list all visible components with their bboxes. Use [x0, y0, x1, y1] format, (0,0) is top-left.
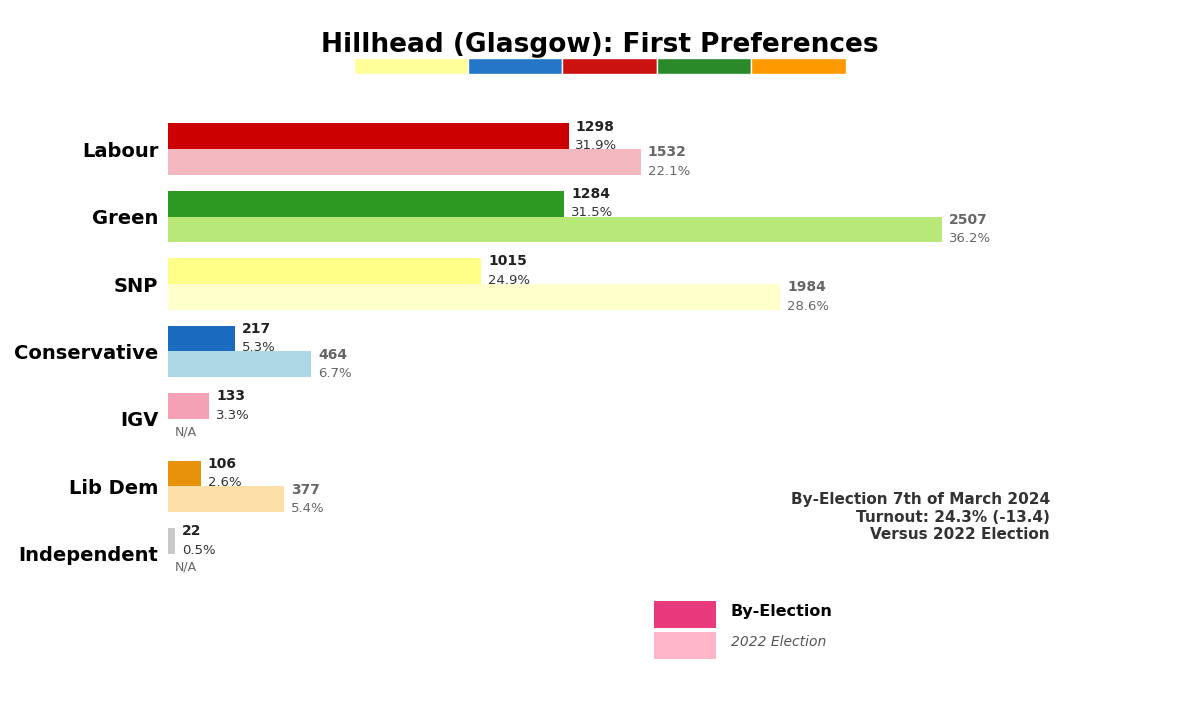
- Text: 1298: 1298: [576, 120, 614, 134]
- Text: 217: 217: [242, 322, 271, 336]
- Text: 31.9%: 31.9%: [576, 139, 618, 152]
- Text: 464: 464: [318, 347, 347, 361]
- Text: Hillhead (Glasgow): First Preferences: Hillhead (Glasgow): First Preferences: [322, 32, 878, 58]
- Text: 22.1%: 22.1%: [648, 165, 690, 178]
- Text: 5.3%: 5.3%: [242, 342, 276, 354]
- Text: 2507: 2507: [948, 212, 988, 226]
- Text: 28.6%: 28.6%: [787, 299, 829, 313]
- Bar: [168, 352, 311, 377]
- Text: By-Election: By-Election: [731, 604, 833, 619]
- Bar: [168, 191, 564, 217]
- Bar: [168, 259, 481, 284]
- Text: 5.4%: 5.4%: [292, 502, 325, 515]
- Bar: [168, 124, 569, 149]
- Text: 106: 106: [208, 457, 236, 471]
- Text: 0.5%: 0.5%: [181, 544, 215, 557]
- Text: By-Election 7th of March 2024
Turnout: 24.3% (-13.4)
Versus 2022 Election: By-Election 7th of March 2024 Turnout: 2…: [791, 492, 1050, 542]
- Text: 24.9%: 24.9%: [488, 274, 530, 287]
- Text: 1284: 1284: [571, 187, 610, 201]
- Bar: [168, 326, 235, 352]
- Text: 2.6%: 2.6%: [208, 477, 241, 489]
- Bar: [168, 486, 284, 512]
- Text: 377: 377: [292, 482, 320, 496]
- Text: 2022 Election: 2022 Election: [731, 635, 826, 649]
- Text: 3.3%: 3.3%: [216, 409, 250, 422]
- Bar: [168, 217, 942, 242]
- Text: 133: 133: [216, 389, 245, 404]
- Text: 1532: 1532: [648, 145, 686, 159]
- Text: 1984: 1984: [787, 280, 826, 294]
- Bar: [168, 394, 209, 419]
- Bar: [168, 284, 780, 309]
- Text: 6.7%: 6.7%: [318, 367, 352, 380]
- Bar: [168, 461, 200, 486]
- Text: 22: 22: [181, 524, 202, 538]
- Bar: [168, 149, 641, 174]
- Text: 1015: 1015: [488, 254, 527, 269]
- Text: N/A: N/A: [175, 425, 197, 438]
- Text: N/A: N/A: [175, 560, 197, 573]
- Bar: [168, 529, 175, 554]
- Text: 31.5%: 31.5%: [571, 207, 613, 219]
- Text: 36.2%: 36.2%: [948, 232, 991, 245]
